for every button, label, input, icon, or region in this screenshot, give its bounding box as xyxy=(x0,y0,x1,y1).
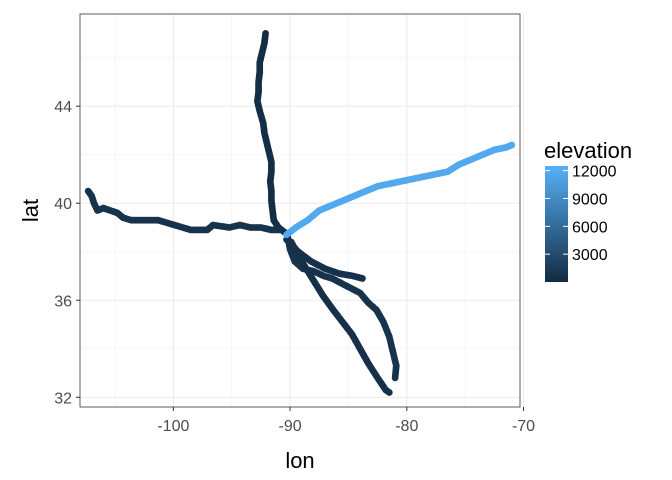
data-points xyxy=(84,30,516,396)
y-axis-title: lat xyxy=(18,199,43,222)
x-axis: -100 -90 -80 -70 xyxy=(157,407,535,435)
legend-label: 6000 xyxy=(572,219,608,236)
data-point xyxy=(385,389,393,396)
y-axis: 32 36 40 44 xyxy=(54,99,80,407)
y-tick-label: 32 xyxy=(54,390,72,407)
x-tick-label: -80 xyxy=(395,418,418,435)
x-axis-title: lon xyxy=(285,448,314,473)
data-point xyxy=(277,226,285,234)
y-tick-label: 36 xyxy=(54,293,72,310)
legend-label: 3000 xyxy=(572,247,608,264)
legend: elevation 3000 6000 9000 12000 xyxy=(544,138,632,282)
plot-panel xyxy=(80,14,520,407)
legend-label: 12000 xyxy=(572,164,617,181)
data-point xyxy=(391,374,399,382)
y-tick-label: 40 xyxy=(54,196,72,213)
data-point xyxy=(508,141,516,149)
x-tick-label: -100 xyxy=(157,418,189,435)
panel-border xyxy=(79,13,521,408)
major-gridlines xyxy=(80,14,525,407)
y-tick-label: 44 xyxy=(54,99,72,116)
legend-title: elevation xyxy=(544,138,632,163)
x-tick-label: -70 xyxy=(512,418,535,435)
x-tick-label: -90 xyxy=(279,418,302,435)
data-point xyxy=(359,275,366,282)
legend-label: 9000 xyxy=(572,191,608,208)
legend-colorbar xyxy=(545,166,568,282)
